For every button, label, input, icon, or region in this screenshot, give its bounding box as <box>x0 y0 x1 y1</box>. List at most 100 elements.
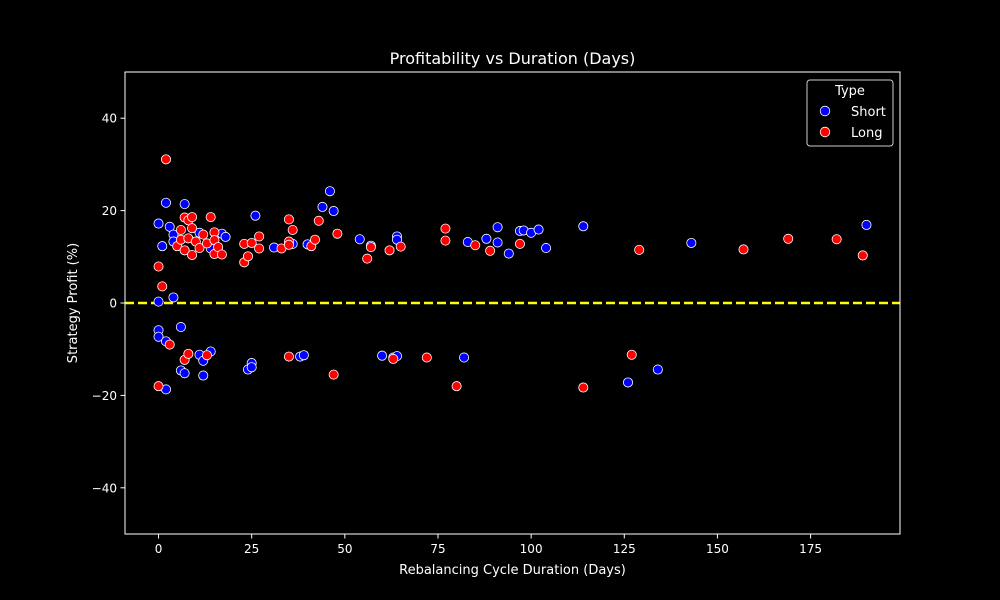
point-long-26 <box>246 237 257 248</box>
point-long-14 <box>194 243 205 254</box>
point-long-4 <box>175 225 186 236</box>
x-tick-label: 125 <box>613 542 636 556</box>
y-tick-label: 0 <box>109 297 117 311</box>
point-short-31 <box>541 243 552 254</box>
legend-title: Type <box>834 84 865 99</box>
point-long-36 <box>313 215 324 226</box>
point-long-39 <box>365 242 376 253</box>
point-long-11 <box>187 223 198 234</box>
point-long-40 <box>384 245 395 256</box>
point-long-61 <box>451 381 462 392</box>
point-short-33 <box>686 237 697 248</box>
point-long-37 <box>332 228 343 239</box>
point-long-1 <box>153 261 164 272</box>
point-long-42 <box>440 223 451 234</box>
point-long-0 <box>160 154 171 165</box>
point-long-45 <box>485 245 496 256</box>
x-axis-ticks: 0 25 50 75 100 125 150 175 <box>155 534 822 556</box>
point-short-30 <box>533 224 544 235</box>
legend-label-long: Long <box>851 126 882 141</box>
point-short-43 <box>179 368 190 379</box>
point-long-56 <box>201 350 212 361</box>
x-tick-label: 150 <box>706 542 729 556</box>
y-tick-label: 40 <box>102 112 117 126</box>
point-short-56 <box>459 352 470 363</box>
point-long-58 <box>328 369 339 380</box>
chart-title: Profitability vs Duration (Days) <box>390 49 636 68</box>
y-axis-label: Strategy Profit (%) <box>66 243 81 363</box>
point-short-38 <box>153 331 164 342</box>
point-short-10 <box>220 231 231 242</box>
point-short-34 <box>861 219 872 230</box>
point-long-59 <box>388 353 399 364</box>
x-tick-label: 25 <box>244 542 259 556</box>
point-long-22 <box>216 249 227 260</box>
point-long-38 <box>362 253 373 264</box>
point-long-46 <box>514 238 525 249</box>
point-long-32 <box>283 239 294 250</box>
x-tick-label: 175 <box>799 542 822 556</box>
point-long-43 <box>440 235 451 246</box>
point-long-28 <box>254 243 265 254</box>
point-short-50 <box>246 362 257 373</box>
point-short-35 <box>153 296 164 307</box>
point-short-17 <box>328 206 339 217</box>
point-short-36 <box>168 292 179 303</box>
y-axis-ticks: −40 −20 0 20 40 <box>92 112 125 495</box>
point-long-25 <box>242 251 253 262</box>
point-short-24 <box>492 222 503 233</box>
point-long-15 <box>198 229 209 240</box>
point-long-7 <box>179 245 190 256</box>
point-short-2 <box>160 197 171 208</box>
point-short-26 <box>503 248 514 259</box>
point-long-55 <box>183 348 194 359</box>
point-long-47 <box>634 244 645 255</box>
x-tick-label: 100 <box>520 542 543 556</box>
y-tick-label: −20 <box>92 389 117 403</box>
point-short-58 <box>652 364 663 375</box>
point-long-60 <box>421 352 432 363</box>
x-tick-label: 50 <box>337 542 352 556</box>
point-long-35 <box>310 234 321 245</box>
points-layer <box>153 154 872 395</box>
point-long-30 <box>283 214 294 225</box>
x-tick-label: 75 <box>430 542 445 556</box>
point-long-48 <box>738 244 749 255</box>
point-long-17 <box>205 212 216 223</box>
y-tick-label: −40 <box>92 481 117 495</box>
y-tick-label: 20 <box>102 204 117 218</box>
point-short-23 <box>481 233 492 244</box>
point-short-25 <box>492 237 503 248</box>
point-long-49 <box>783 233 794 244</box>
point-short-18 <box>354 234 365 245</box>
x-tick-label: 0 <box>155 542 163 556</box>
legend-marker-long <box>819 126 831 138</box>
x-axis-label: Rebalancing Cycle Duration (Days) <box>399 563 626 578</box>
legend: Type Short Long <box>806 79 894 147</box>
point-short-53 <box>377 350 388 361</box>
point-long-27 <box>254 231 265 242</box>
point-short-52 <box>298 350 309 361</box>
point-long-33 <box>287 225 298 236</box>
point-long-53 <box>164 339 175 350</box>
point-long-2 <box>157 281 168 292</box>
point-long-41 <box>395 241 406 252</box>
plot-area <box>124 71 901 535</box>
point-short-11 <box>250 210 261 221</box>
point-long-57 <box>283 351 294 362</box>
point-long-12 <box>187 249 198 260</box>
legend-marker-short <box>819 105 831 117</box>
point-short-46 <box>198 370 209 381</box>
point-long-62 <box>578 382 589 393</box>
point-long-44 <box>470 240 481 251</box>
point-short-0 <box>153 218 164 229</box>
point-short-1 <box>157 241 168 252</box>
legend-label-short: Short <box>851 105 886 120</box>
point-long-50 <box>831 234 842 245</box>
point-short-32 <box>578 221 589 232</box>
point-long-52 <box>153 381 164 392</box>
point-short-16 <box>324 186 335 197</box>
point-long-10 <box>187 212 198 223</box>
point-short-41 <box>175 322 186 333</box>
